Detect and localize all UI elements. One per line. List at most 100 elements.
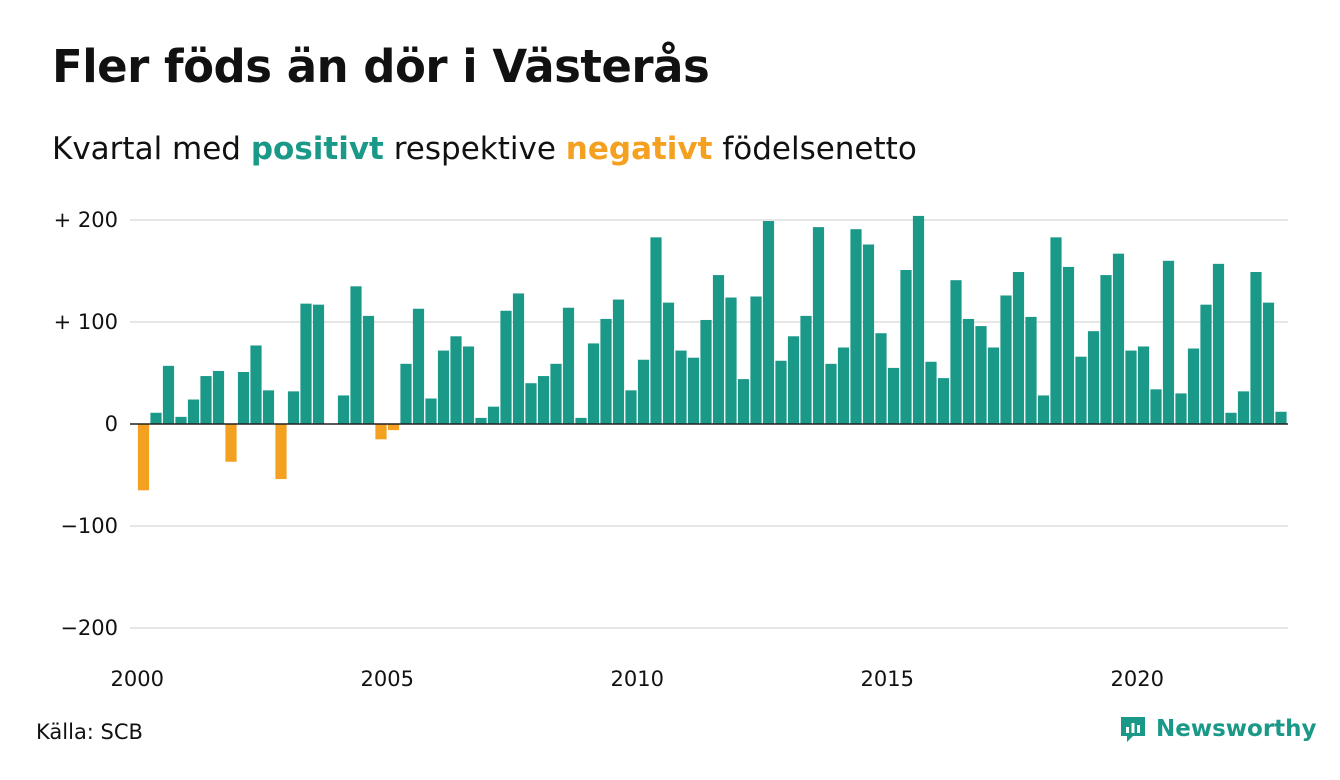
bar-positive	[250, 345, 262, 424]
y-tick-label: 0	[105, 412, 118, 436]
bar-positive	[287, 391, 300, 424]
bar-positive	[1237, 391, 1250, 424]
bar-positive	[262, 390, 275, 424]
bar-positive	[875, 333, 887, 424]
bar-positive	[450, 336, 462, 424]
bar-negative	[275, 424, 287, 480]
bar-positive	[1125, 350, 1137, 424]
bar-positive	[937, 378, 950, 424]
bar-positive	[187, 399, 200, 424]
bar-positive	[200, 376, 212, 424]
chart-title: Fler föds än dör i Västerås	[52, 40, 710, 93]
bar-positive	[750, 296, 762, 424]
bar-positive	[1150, 389, 1162, 424]
bar-positive	[462, 346, 475, 424]
bar-positive	[412, 308, 425, 424]
subtitle-positive: positivt	[250, 131, 384, 167]
bar-positive	[637, 359, 650, 424]
brand-logo: Newsworthy	[1118, 714, 1317, 744]
bar-positive	[600, 318, 612, 424]
bar-positive	[800, 315, 812, 424]
bar-positive	[712, 275, 725, 424]
bar-positive	[775, 360, 787, 424]
bar-positive	[1087, 331, 1100, 424]
bar-positive	[550, 363, 562, 424]
chart-subtitle: Kvartal med positivt respektive negativt…	[52, 131, 917, 167]
bar-positive	[725, 297, 737, 424]
bar-positive	[500, 310, 512, 424]
bar-positive	[175, 416, 187, 424]
y-tick-label: + 100	[54, 310, 118, 334]
bar-positive	[975, 326, 987, 424]
y-tick-label: + 200	[54, 208, 118, 232]
bar-positive	[1100, 275, 1112, 424]
bar-positive	[762, 221, 775, 424]
subtitle-mid: respektive	[383, 131, 566, 167]
bar-positive	[1062, 266, 1075, 424]
x-tick-label: 2020	[1111, 667, 1164, 691]
bar-positive	[1137, 346, 1150, 424]
bar-positive	[1175, 393, 1187, 424]
bar-positive	[425, 398, 437, 424]
bar-positive	[362, 315, 375, 424]
y-tick-label: −100	[60, 514, 118, 538]
x-tick-label: 2010	[611, 667, 664, 691]
bar-positive	[300, 303, 312, 424]
x-tick-label: 2000	[111, 667, 164, 691]
bar-positive	[612, 299, 625, 424]
bar-positive	[1075, 356, 1087, 424]
bar-positive	[475, 417, 487, 424]
bar-positive	[1112, 253, 1125, 424]
bar-positive	[625, 390, 637, 424]
bar-positive	[1250, 272, 1262, 424]
bar-positive	[675, 350, 687, 424]
bar-positive	[1187, 348, 1200, 424]
bar-positive	[1262, 302, 1275, 424]
bar-positive	[487, 406, 500, 424]
bar-positive	[575, 417, 587, 424]
bar-positive	[1200, 304, 1212, 424]
bar-positive	[862, 244, 875, 424]
bar-positive	[700, 319, 712, 424]
subtitle-negative: negativt	[565, 131, 713, 167]
bar-positive	[662, 302, 675, 424]
bar-positive	[525, 383, 537, 424]
bar-positive	[912, 215, 925, 424]
bar-negative	[375, 424, 387, 440]
bar-positive	[787, 336, 800, 424]
bar-positive	[1162, 260, 1175, 424]
bar-positive	[512, 293, 525, 424]
bar-positive	[237, 371, 250, 424]
newsworthy-logo-icon	[1121, 717, 1145, 742]
bar-positive	[925, 361, 937, 424]
subtitle-post: födelsenetto	[712, 131, 917, 167]
bar-positive	[950, 280, 962, 424]
bar-positive	[900, 269, 912, 424]
bar-positive	[562, 307, 575, 424]
bar-positive	[837, 347, 850, 424]
bar-positive	[537, 376, 550, 424]
bar-positive	[587, 343, 600, 424]
bar-positive	[825, 363, 837, 424]
bar-positive	[350, 286, 362, 424]
bar-positive	[400, 363, 412, 424]
bar-positive	[650, 237, 662, 424]
bar-negative	[387, 424, 400, 431]
bar-positive	[437, 350, 450, 424]
y-tick-label: −200	[60, 616, 118, 640]
bar-positive	[962, 318, 975, 424]
brand-name: Newsworthy	[1156, 716, 1317, 742]
bar-positive	[850, 229, 862, 424]
bar-positive	[687, 357, 700, 424]
bar-positive	[1025, 316, 1037, 424]
bar-positive	[150, 412, 162, 424]
bar-positive	[212, 370, 225, 424]
bar-negative	[225, 424, 237, 462]
bar-positive	[1225, 412, 1237, 424]
bar-positive	[987, 347, 1000, 424]
bar-positive	[1000, 295, 1012, 424]
bar-positive	[312, 304, 325, 424]
source-note: Källa: SCB	[36, 720, 143, 744]
bar-positive	[1050, 237, 1062, 424]
